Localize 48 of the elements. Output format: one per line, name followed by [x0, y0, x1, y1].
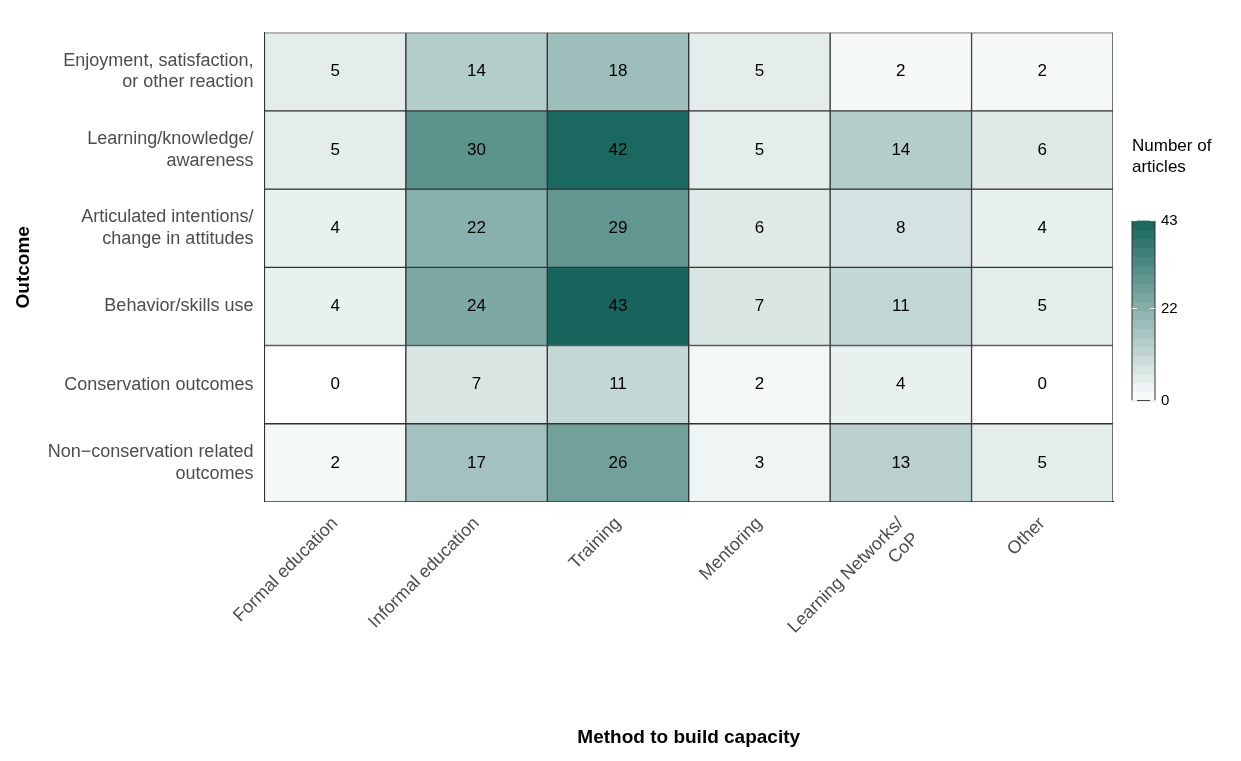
- data-label: 5: [1037, 452, 1048, 472]
- data-label: 18: [608, 61, 628, 81]
- data-label: 3: [754, 452, 765, 472]
- data-label: 43: [608, 296, 628, 316]
- y-tick-label: Articulated intentions/change in attitudes: [81, 206, 254, 248]
- data-label: 2: [896, 61, 906, 81]
- data-label: 11: [609, 374, 627, 394]
- data-label: 13: [891, 452, 911, 472]
- data-label: 22: [467, 217, 487, 237]
- y-tick-label: Conservation outcomes: [64, 373, 254, 394]
- data-label: 14: [467, 61, 487, 81]
- data-label: 7: [471, 374, 482, 394]
- color-bar-label: 0: [1161, 390, 1170, 408]
- y-tick-label: Enjoyment, satisfaction, or other reaction: [63, 49, 254, 92]
- data-label: 24: [467, 296, 487, 316]
- data-label: 4: [330, 217, 340, 237]
- y-tick-label: Behavior/skills use: [104, 295, 254, 316]
- data-label: 7: [754, 296, 765, 316]
- data-label: 2: [1037, 61, 1048, 81]
- color-bar-label: 43: [1161, 210, 1178, 228]
- data-label: 2: [754, 374, 765, 394]
- data-label: 4: [896, 374, 906, 394]
- data-label: 6: [754, 217, 765, 237]
- data-label: 42: [608, 139, 628, 159]
- data-label: 4: [1037, 217, 1048, 237]
- color-bar-label: 22: [1161, 298, 1178, 316]
- data-label: 0: [1037, 374, 1048, 394]
- data-label: 0: [330, 374, 340, 394]
- data-label: 6: [1037, 139, 1048, 159]
- data-label: 4: [330, 296, 340, 316]
- color-bar-title: Number of articles: [1132, 135, 1212, 176]
- data-label: 11: [892, 296, 910, 316]
- data-label: 8: [896, 217, 906, 237]
- x-axis-title: Method to build capacity: [577, 725, 801, 747]
- data-label: 5: [330, 139, 340, 159]
- data-label: 2: [330, 452, 340, 472]
- y-axis-title: Outcome: [11, 226, 33, 309]
- data-label: 17: [467, 452, 487, 472]
- y-tick-label: Non−conservation related outcomes: [47, 441, 254, 483]
- data-label: 14: [891, 139, 911, 159]
- data-label: 5: [330, 61, 340, 81]
- data-label: 26: [608, 452, 628, 472]
- data-label: 5: [754, 61, 765, 81]
- data-label: 29: [608, 217, 628, 237]
- data-label: 5: [754, 139, 765, 159]
- data-label: 5: [1037, 296, 1048, 316]
- y-tick-label: Learning/knowledge/ awareness: [87, 128, 254, 170]
- data-label: 30: [467, 139, 487, 159]
